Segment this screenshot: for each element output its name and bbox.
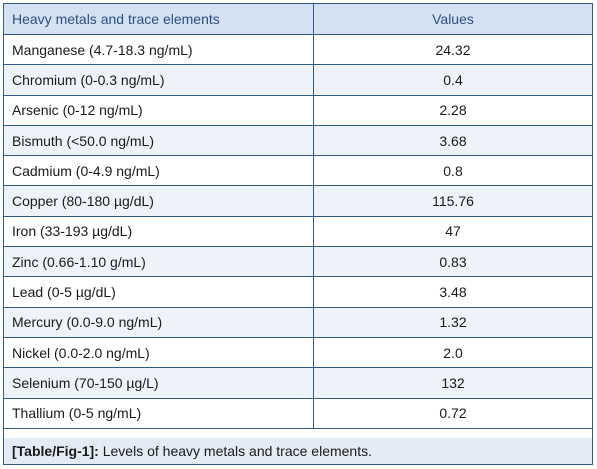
element-name-cell: Arsenic (0-12 ng/mL) xyxy=(3,94,314,126)
header-values: Values xyxy=(313,3,593,35)
table-row: Arsenic (0-12 ng/mL) 2.28 xyxy=(3,94,593,126)
element-value-cell: 2.28 xyxy=(313,94,593,126)
table-header-row: Heavy metals and trace elements Values xyxy=(3,3,593,35)
table-row: Chromium (0-0.3 ng/mL) 0.4 xyxy=(3,64,593,96)
element-value-cell: 24.32 xyxy=(313,33,593,66)
table-row: Iron (33-193 µg/dL) 47 xyxy=(3,215,593,248)
table-row: Nickel (0.0-2.0 ng/mL) 2.0 xyxy=(3,336,593,369)
element-name-cell: Copper (80-180 µg/dL) xyxy=(3,185,314,217)
caption-text: Levels of heavy metals and trace element… xyxy=(102,443,372,459)
table-caption: [Table/Fig-1]: Levels of heavy metals an… xyxy=(4,438,592,464)
table-row: Mercury (0.0-9.0 ng/mL) 1.32 xyxy=(3,306,593,338)
element-name-cell: Bismuth (<50.0 ng/mL) xyxy=(3,124,314,157)
element-name-cell: Manganese (4.7-18.3 ng/mL) xyxy=(3,33,314,66)
element-value-cell: 3.68 xyxy=(313,124,593,157)
table-row: Cadmium (0-4.9 ng/mL) 0.8 xyxy=(3,155,593,187)
element-name-cell: Cadmium (0-4.9 ng/mL) xyxy=(3,155,314,187)
element-name-cell: Mercury (0.0-9.0 ng/mL) xyxy=(3,306,314,338)
element-name-cell: Thallium (0-5 ng/mL) xyxy=(3,397,314,429)
element-value-cell: 3.48 xyxy=(313,276,593,308)
table-row: Zinc (0.66-1.10 g/mL) 0.83 xyxy=(3,246,593,278)
caption-label: [Table/Fig-1]: xyxy=(12,443,99,459)
element-name-cell: Iron (33-193 µg/dL) xyxy=(3,215,314,248)
element-value-cell: 47 xyxy=(313,215,593,248)
table-row: Bismuth (<50.0 ng/mL) 3.68 xyxy=(3,124,593,157)
header-heavy-metals: Heavy metals and trace elements xyxy=(3,3,314,35)
table-row: Manganese (4.7-18.3 ng/mL) 24.32 xyxy=(3,33,593,66)
table-row: Selenium (70-150 µg/L) 132 xyxy=(3,367,593,399)
element-value-cell: 0.72 xyxy=(313,397,593,429)
element-value-cell: 0.83 xyxy=(313,246,593,278)
element-name-cell: Lead (0-5 µg/dL) xyxy=(3,276,314,308)
element-name-cell: Zinc (0.66-1.10 g/mL) xyxy=(3,246,314,278)
element-value-cell: 0.8 xyxy=(313,155,593,187)
element-name-cell: Nickel (0.0-2.0 ng/mL) xyxy=(3,336,314,369)
table-row: Thallium (0-5 ng/mL) 0.72 xyxy=(3,397,593,429)
element-value-cell: 132 xyxy=(313,367,593,399)
element-value-cell: 115.76 xyxy=(313,185,593,217)
table-row: Lead (0-5 µg/dL) 3.48 xyxy=(3,276,593,308)
element-value-cell: 0.4 xyxy=(313,64,593,96)
element-name-cell: Selenium (70-150 µg/L) xyxy=(3,367,314,399)
element-value-cell: 1.32 xyxy=(313,306,593,338)
table-row: Copper (80-180 µg/dL) 115.76 xyxy=(3,185,593,217)
heavy-metals-table: Heavy metals and trace elements Values M… xyxy=(3,3,593,429)
element-name-cell: Chromium (0-0.3 ng/mL) xyxy=(3,64,314,96)
element-value-cell: 2.0 xyxy=(313,336,593,369)
